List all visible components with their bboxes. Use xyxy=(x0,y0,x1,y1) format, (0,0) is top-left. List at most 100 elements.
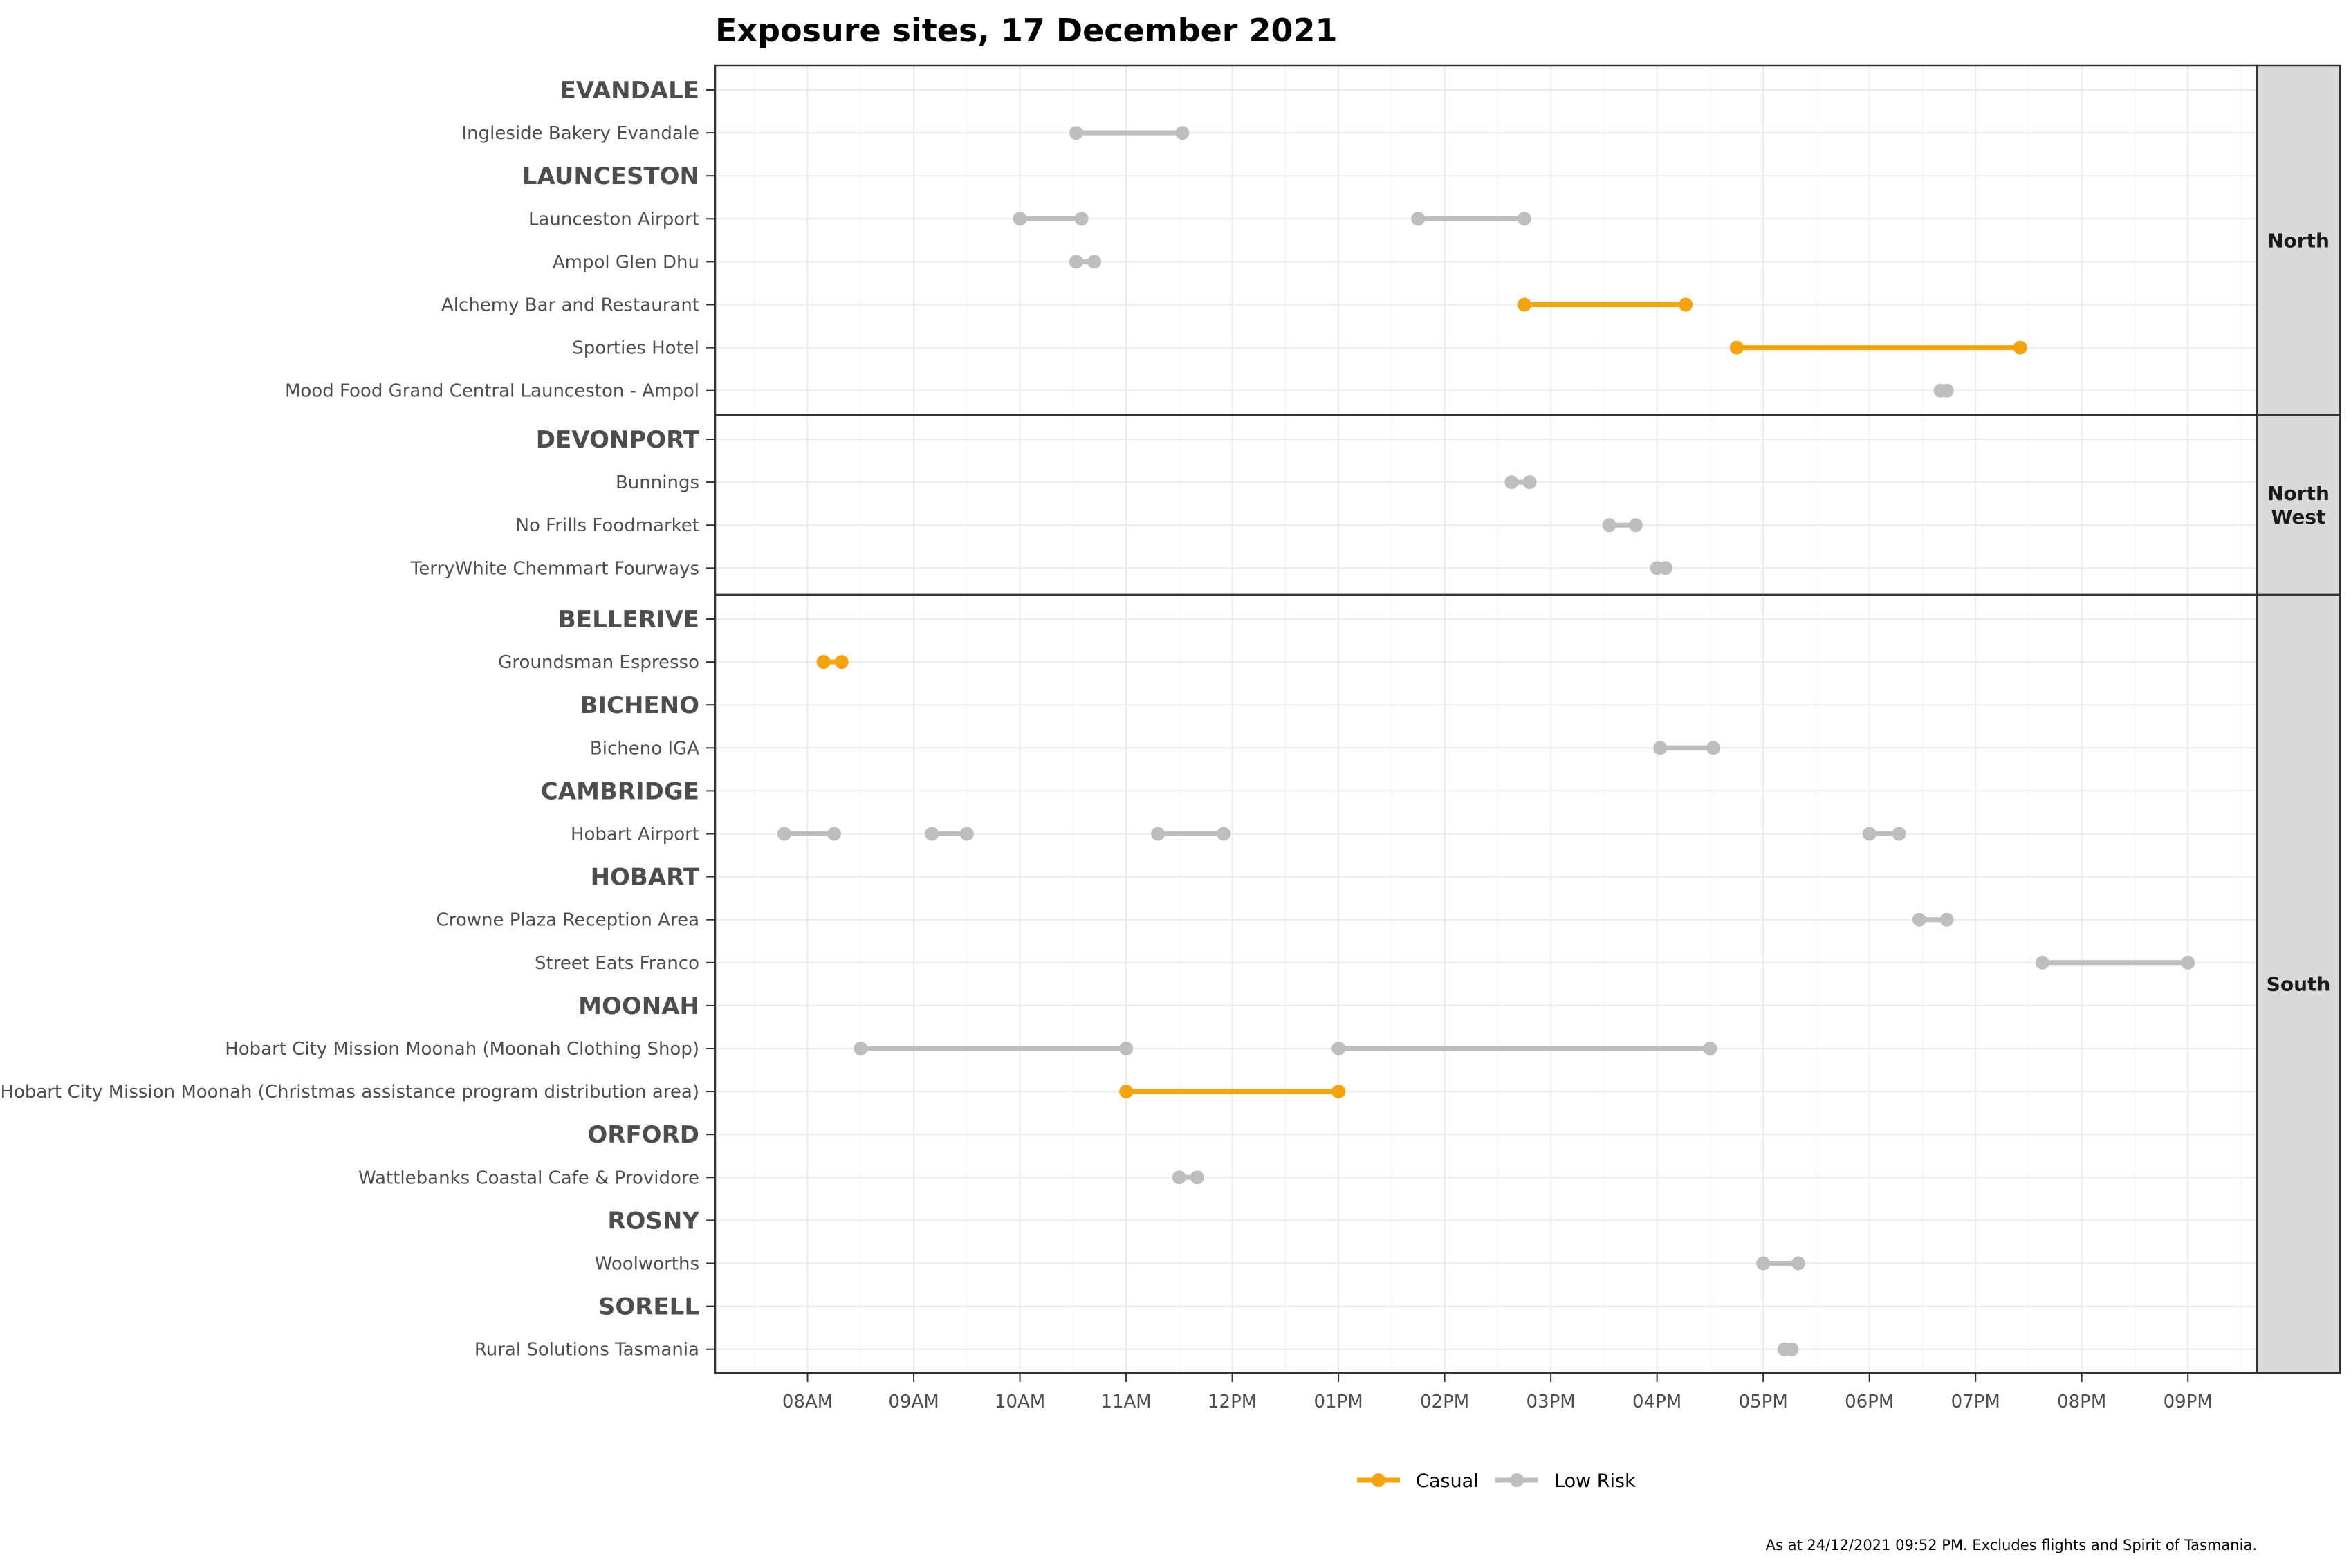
legend-key-point xyxy=(1372,1473,1385,1487)
exposure-segment xyxy=(854,1042,1134,1055)
facet-panel: DEVONPORT Bunnings No Frills Foodmarket Ter… xyxy=(410,414,2341,596)
town-label: BELLERIVE xyxy=(558,606,699,634)
exposure-segment xyxy=(1756,1256,1805,1271)
segment-start-point xyxy=(1151,827,1165,841)
site-label: Alchemy Bar and Restaurant xyxy=(441,295,699,316)
site-label: Bicheno IGA xyxy=(590,738,699,759)
segment-end-point xyxy=(1628,518,1643,533)
gridlines xyxy=(715,66,2257,415)
segment-end-point xyxy=(2013,340,2027,355)
segment-end-point xyxy=(1791,1256,1805,1271)
segment-end-point xyxy=(1785,1342,1799,1356)
segment-start-point xyxy=(1069,255,1083,269)
x-tick-label: 10AM xyxy=(995,1392,1045,1412)
town-label: SORELL xyxy=(598,1293,699,1321)
segment-end-point xyxy=(1939,912,1954,927)
segment-start-point xyxy=(1912,912,1926,927)
gridlines xyxy=(715,415,2257,595)
segment-end-point xyxy=(959,827,974,841)
site-label: No Frills Foodmarket xyxy=(516,515,699,536)
legend-key-point xyxy=(1510,1473,1524,1487)
x-tick-label: 01PM xyxy=(1314,1392,1363,1412)
exposure-segment xyxy=(2035,955,2195,970)
town-label: ROSNY xyxy=(607,1207,699,1235)
segment-start-point xyxy=(1517,297,1531,312)
x-tick-label: 07PM xyxy=(1951,1392,2000,1412)
segment-end-point xyxy=(827,827,841,841)
site-label: Wattlebanks Coastal Cafe & Providore xyxy=(358,1168,699,1188)
x-tick-label: 05PM xyxy=(1739,1392,1788,1412)
segment-start-point xyxy=(1653,741,1668,755)
x-tick-label: 12PM xyxy=(1208,1392,1257,1412)
x-tick-label: 06PM xyxy=(1845,1392,1894,1412)
segment-start-point xyxy=(777,827,791,841)
town-label: MOONAH xyxy=(578,993,699,1020)
segment-end-point xyxy=(1706,741,1721,755)
site-label: Mood Food Grand Central Launceston - Amp… xyxy=(285,381,699,402)
facet-panel: BELLERIVE Groundsman Espresso BICHENO Biche… xyxy=(0,593,2341,1374)
segment-end-point xyxy=(1517,212,1531,226)
town-label: HOBART xyxy=(591,864,700,892)
exposure-segment xyxy=(1650,561,1672,575)
segment-end-point xyxy=(1522,475,1537,490)
x-tick-label: 03PM xyxy=(1527,1392,1576,1412)
site-label: Hobart City Mission Moonah (Moonah Cloth… xyxy=(225,1039,699,1060)
exposure-segment xyxy=(1602,518,1643,533)
segment-end-point xyxy=(1119,1042,1134,1055)
segment-end-point xyxy=(2181,955,2195,970)
town-label: ORFORD xyxy=(587,1121,699,1149)
x-tick-label: 04PM xyxy=(1632,1392,1681,1412)
exposure-segment xyxy=(1151,827,1231,841)
panel-border xyxy=(714,593,2258,1374)
exposure-segment xyxy=(1517,297,1693,312)
segment-start-point xyxy=(1172,1170,1186,1185)
segment-start-point xyxy=(1729,340,1744,355)
exposure-segment xyxy=(1933,383,1954,398)
facet-strip xyxy=(2256,593,2341,1374)
segment-start-point xyxy=(1756,1256,1771,1271)
facet-panels: EVANDALE Ingleside Bakery Evandale LAUNCES… xyxy=(0,64,2341,1374)
x-axis: 08AM 09AM 10AM 11AM 12PM 01PM 02PM 03PM 04PM 05PM… xyxy=(782,1373,2213,1412)
chart-title: Exposure sites, 17 December 2021 xyxy=(715,12,1338,49)
gridlines xyxy=(715,595,2257,1373)
segment-end-point xyxy=(1074,212,1089,226)
exposure-segment xyxy=(1504,475,1537,490)
segment-start-point xyxy=(1411,212,1426,226)
legend-label: Casual xyxy=(1416,1470,1479,1492)
exposure-segment xyxy=(1331,1042,1717,1055)
segment-start-point xyxy=(816,655,831,670)
segment-start-point xyxy=(925,827,939,841)
exposure-segment xyxy=(1013,212,1089,226)
segment-end-point xyxy=(1658,561,1672,575)
site-label: Sporties Hotel xyxy=(572,338,699,359)
town-label: EVANDALE xyxy=(560,77,699,104)
segment-start-point xyxy=(1119,1085,1134,1099)
panel-border xyxy=(714,64,2258,416)
site-label: Rural Solutions Tasmania xyxy=(474,1340,699,1361)
site-label: Launceston Airport xyxy=(528,209,699,230)
segment-end-point xyxy=(1217,827,1231,841)
segment-end-point xyxy=(1703,1042,1717,1055)
segment-end-point xyxy=(834,655,849,670)
segment-end-point xyxy=(1939,383,1954,398)
segment-start-point xyxy=(1013,212,1027,226)
exposure-segment xyxy=(816,655,849,670)
legend-label: Low Risk xyxy=(1554,1470,1636,1492)
segment-end-point xyxy=(1892,827,1906,841)
segment-start-point xyxy=(1504,475,1519,490)
x-tick-label: 09PM xyxy=(2164,1392,2213,1412)
exposure-segment xyxy=(1119,1085,1346,1099)
site-label: TerryWhite Chemmart Fourways xyxy=(410,558,699,579)
site-label: Groundsman Espresso xyxy=(498,652,699,673)
town-label: CAMBRIDGE xyxy=(541,777,699,805)
x-tick-label: 08AM xyxy=(782,1392,833,1412)
segment-end-point xyxy=(1331,1085,1346,1099)
town-label: BICHENO xyxy=(580,692,699,719)
segment-start-point xyxy=(854,1042,868,1055)
segment-start-point xyxy=(1602,518,1616,533)
exposure-segment xyxy=(777,827,841,841)
x-tick-label: 11AM xyxy=(1100,1392,1151,1412)
exposure-segment xyxy=(1777,1342,1799,1356)
legend: Casual Low Risk xyxy=(1357,1470,1636,1492)
facet-strip xyxy=(2256,64,2341,416)
